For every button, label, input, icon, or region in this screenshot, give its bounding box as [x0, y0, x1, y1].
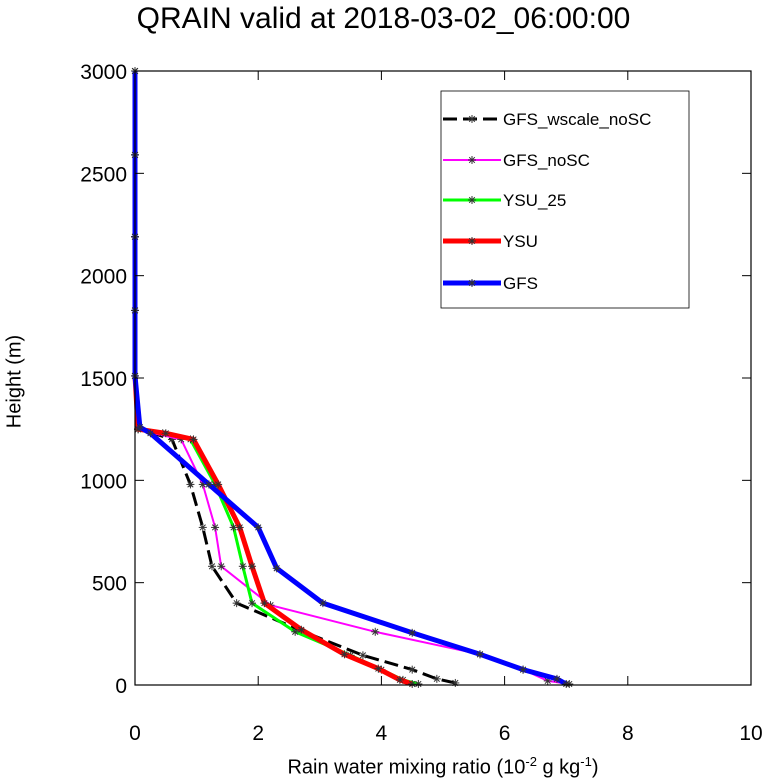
data-point — [371, 627, 380, 636]
series-GFS_wscale_noSC — [131, 67, 460, 687]
data-point — [272, 564, 281, 573]
chart-title: QRAIN valid at 2018-03-02_06:00:00 — [136, 2, 631, 35]
legend-label: YSU — [503, 232, 538, 251]
legend-label: YSU_25 — [503, 191, 566, 210]
data-point — [408, 679, 417, 688]
data-point — [318, 599, 327, 608]
data-point — [297, 625, 306, 634]
data-point — [552, 674, 561, 683]
series-line — [132, 71, 413, 687]
legend-item: YSU_25 — [443, 191, 566, 210]
x-axis-label-exponent-1: -2 — [525, 754, 537, 769]
data-point — [229, 523, 238, 532]
legend-item: GFS — [443, 274, 538, 293]
legend: GFS_wscale_noSC GFS_noSC YSU_25 YSU GFS — [440, 90, 690, 309]
y-tick-label: 1000 — [80, 470, 127, 493]
data-point — [414, 679, 423, 688]
series-line — [133, 71, 419, 686]
legend-marker — [468, 196, 476, 204]
data-point — [161, 429, 170, 438]
x-tick-label: 0 — [129, 722, 141, 745]
y-tick-label: 1500 — [80, 368, 127, 391]
y-tick-label: 500 — [92, 573, 127, 596]
data-point — [208, 562, 216, 571]
data-point — [260, 599, 269, 608]
legend-item: YSU — [443, 232, 538, 251]
data-point — [291, 627, 300, 636]
x-axis-label-prefix: Rain water mixing ratio (10 — [287, 756, 526, 779]
x-axis-label-exponent-2: -1 — [580, 754, 592, 769]
x-tick-label: 4 — [376, 722, 388, 745]
series-line — [133, 71, 456, 685]
series-YSU_25 — [131, 67, 423, 688]
data-point — [562, 679, 571, 688]
data-point — [408, 628, 417, 637]
data-point — [217, 562, 226, 571]
legend-label: GFS — [503, 274, 538, 293]
legend-marker — [468, 156, 476, 164]
data-point — [451, 678, 460, 687]
data-point — [232, 599, 241, 608]
data-point — [432, 674, 441, 683]
axis-ticks: 0 2 4 6 8 10 0 500 1000 1500 2000 2500 3000 — [80, 61, 762, 745]
y-tick-label: 2000 — [80, 266, 127, 289]
x-tick-label: 2 — [252, 722, 264, 745]
legend-label: GFS_wscale_noSC — [503, 110, 651, 129]
data-point — [395, 675, 404, 684]
x-tick-label: 6 — [499, 722, 511, 745]
data-point — [248, 562, 257, 571]
data-point — [189, 435, 198, 444]
y-tick-label: 3000 — [80, 61, 127, 84]
data-point — [475, 650, 484, 659]
series-YSU — [131, 67, 417, 688]
data-point — [214, 480, 223, 489]
data-point — [358, 651, 367, 660]
data-point — [186, 480, 195, 489]
data-point — [204, 480, 213, 489]
legend-marker — [468, 237, 476, 245]
x-tick-label: 8 — [622, 722, 634, 745]
data-point — [135, 423, 144, 432]
data-point — [519, 665, 528, 674]
legend-item: GFS_wscale_noSC — [443, 110, 651, 129]
data-point — [340, 650, 349, 659]
legend-label: GFS_noSC — [503, 151, 590, 170]
x-axis-label-mid: g kg — [536, 756, 581, 779]
data-point — [408, 665, 417, 674]
data-point — [254, 523, 263, 532]
legend-marker — [468, 279, 476, 287]
legend-marker — [468, 115, 476, 123]
data-point — [198, 523, 207, 532]
data-point — [146, 429, 155, 438]
data-point — [374, 664, 383, 673]
x-axis-label: Rain water mixing ratio (10-2 g kg-1) — [135, 754, 751, 780]
data-point — [235, 523, 244, 532]
y-axis-label: Height (m) — [3, 334, 26, 429]
x-tick-label: 10 — [739, 722, 762, 745]
y-tick-label: 2500 — [80, 163, 127, 186]
data-point — [211, 523, 220, 532]
data-point — [248, 599, 257, 608]
y-tick-label: 0 — [115, 675, 127, 698]
x-axis-label-suffix: ) — [591, 756, 599, 779]
legend-item: GFS_noSC — [443, 151, 590, 170]
data-point — [238, 562, 247, 571]
